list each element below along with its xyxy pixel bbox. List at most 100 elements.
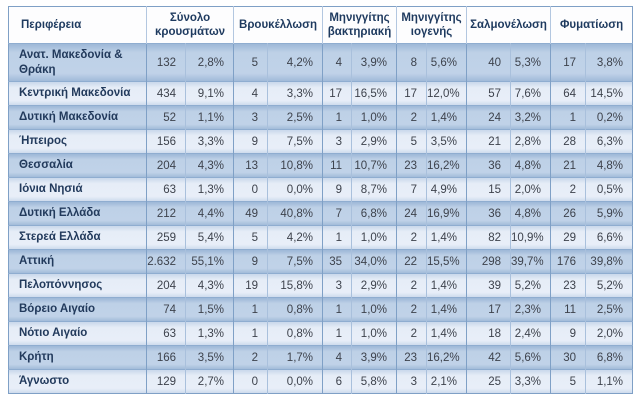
count-cell: 5 [550, 369, 586, 394]
percent-cell: 0,0% [267, 369, 323, 394]
count-cell: 1 [322, 225, 352, 250]
percent-cell: 6,8% [585, 345, 633, 370]
count-cell: 23 [396, 153, 427, 178]
count-cell: 63 [146, 177, 186, 202]
region-cell: Κρήτη [8, 345, 147, 370]
count-cell: 82 [466, 225, 511, 250]
percent-cell: 1,0% [351, 105, 397, 130]
percent-cell: 6,8% [351, 201, 397, 226]
percent-cell: 4,8% [510, 153, 551, 178]
percent-cell: 2,0% [585, 321, 633, 346]
percent-cell: 8,7% [351, 177, 397, 202]
count-cell: 13 [233, 153, 268, 178]
count-cell: 1 [550, 105, 586, 130]
percent-cell: 4,2% [267, 43, 323, 82]
count-cell: 5 [233, 225, 268, 250]
region-cell: Ανατ. Μακεδονία & Θράκη [8, 43, 147, 82]
region-cell: Στερεά Ελλάδα [8, 225, 147, 250]
percent-cell: 3,3% [510, 369, 551, 394]
percent-cell: 16,9% [426, 201, 467, 226]
percent-cell: 7,5% [267, 129, 323, 154]
count-cell: 0 [233, 369, 268, 394]
percent-cell: 7,6% [510, 81, 551, 106]
column-header-region: Περιφέρεια [8, 6, 147, 44]
region-cell: Νότιο Αιγαίο [8, 321, 147, 346]
percent-cell: 0,8% [267, 297, 323, 322]
percent-cell: 1,1% [184, 105, 234, 130]
count-cell: 1 [233, 321, 268, 346]
count-cell: 9 [322, 177, 352, 202]
table-row: Θεσσαλία 204 4,3% 13 10,8% 11 10,7% 23 16,2% 36 4,… [8, 153, 633, 178]
percent-cell: 5,2% [585, 273, 633, 298]
count-cell: 3 [322, 129, 352, 154]
table-row: Ιόνια Νησιά 63 1,3% 0 0,0% 9 8,7% 7 4,9% 15 2,0% 2 0… [8, 177, 633, 202]
percent-cell: 2,8% [510, 129, 551, 154]
percent-cell: 39,8% [585, 249, 633, 274]
count-cell: 22 [396, 249, 427, 274]
percent-cell: 3,5% [184, 345, 234, 370]
percent-cell: 2,3% [510, 297, 551, 322]
percent-cell: 5,2% [510, 273, 551, 298]
percent-cell: 2,1% [426, 369, 467, 394]
percent-cell: 1,4% [426, 297, 467, 322]
table-row: Δυτική Μακεδονία 52 1,1% 3 2,5% 1 1,0% 2 1,4% 24 3… [8, 105, 633, 130]
percent-cell: 4,3% [184, 273, 234, 298]
percent-cell: 0,8% [267, 321, 323, 346]
count-cell: 5 [396, 129, 427, 154]
count-cell: 29 [550, 225, 586, 250]
column-header-bacterial-meningitis: Μηνιγγίτης βακτηριακή [322, 6, 397, 44]
count-cell: 132 [146, 43, 186, 82]
count-cell: 36 [466, 153, 511, 178]
count-cell: 6 [322, 369, 352, 394]
count-cell: 259 [146, 225, 186, 250]
percent-cell: 2,7% [184, 369, 234, 394]
percent-cell: 1,4% [426, 105, 467, 130]
column-header-tuberculosis: Φυματίωση [550, 6, 633, 44]
percent-cell: 15,8% [267, 273, 323, 298]
count-cell: 35 [322, 249, 352, 274]
percent-cell: 4,9% [426, 177, 467, 202]
percent-cell: 4,2% [267, 225, 323, 250]
percent-cell: 4,8% [585, 153, 633, 178]
percent-cell: 5,6% [426, 43, 467, 82]
percent-cell: 1,0% [351, 225, 397, 250]
percent-cell: 34,0% [351, 249, 397, 274]
count-cell: 3 [322, 273, 352, 298]
region-cell: Δυτική Μακεδονία [8, 105, 147, 130]
count-cell: 2 [396, 273, 427, 298]
percent-cell: 16,2% [426, 345, 467, 370]
count-cell: 21 [466, 129, 511, 154]
count-cell: 2 [233, 345, 268, 370]
percent-cell: 1,3% [184, 177, 234, 202]
table-row: Δυτική Ελλάδα 212 4,4% 49 40,8% 7 6,8% 24 16,9% 3… [8, 201, 633, 226]
table-row: Αττική 2.632 55,1% 9 7,5% 35 34,0% 22 15,5% 298 39… [8, 249, 633, 274]
count-cell: 26 [550, 201, 586, 226]
count-cell: 4 [322, 345, 352, 370]
count-cell: 64 [550, 81, 586, 106]
count-cell: 9 [233, 249, 268, 274]
region-cell: Θεσσαλία [8, 153, 147, 178]
percent-cell: 2,9% [351, 129, 397, 154]
region-cell: Κεντρική Μακεδονία [8, 81, 147, 106]
count-cell: 63 [146, 321, 186, 346]
table-row: Κρήτη 166 3,5% 2 1,7% 4 3,9% 23 16,2% 42 5,6% 30 6,8… [8, 345, 633, 370]
percent-cell: 6,3% [585, 129, 633, 154]
percent-cell: 10,8% [267, 153, 323, 178]
percent-cell: 0,5% [585, 177, 633, 202]
percent-cell: 5,8% [351, 369, 397, 394]
percent-cell: 3,5% [426, 129, 467, 154]
count-cell: 1 [322, 321, 352, 346]
percent-cell: 3,9% [351, 345, 397, 370]
count-cell: 4 [322, 43, 352, 82]
table-row: Ήπειρος 156 3,3% 9 7,5% 3 2,9% 5 3,5% 21 2,8% 28 6,3… [8, 129, 633, 154]
column-header-total-cases: Σύνολο κρουσμάτων [145, 6, 234, 44]
count-cell: 74 [146, 297, 186, 322]
percent-cell: 0,2% [585, 105, 633, 130]
count-cell: 7 [322, 201, 352, 226]
count-cell: 3 [396, 369, 427, 394]
percent-cell: 40,8% [267, 201, 323, 226]
region-cell: Βόρειο Αιγαίο [8, 297, 147, 322]
percent-cell: 16,5% [351, 81, 397, 106]
region-cell: Πελοπόννησος [8, 273, 147, 298]
percent-cell: 3,3% [267, 81, 323, 106]
